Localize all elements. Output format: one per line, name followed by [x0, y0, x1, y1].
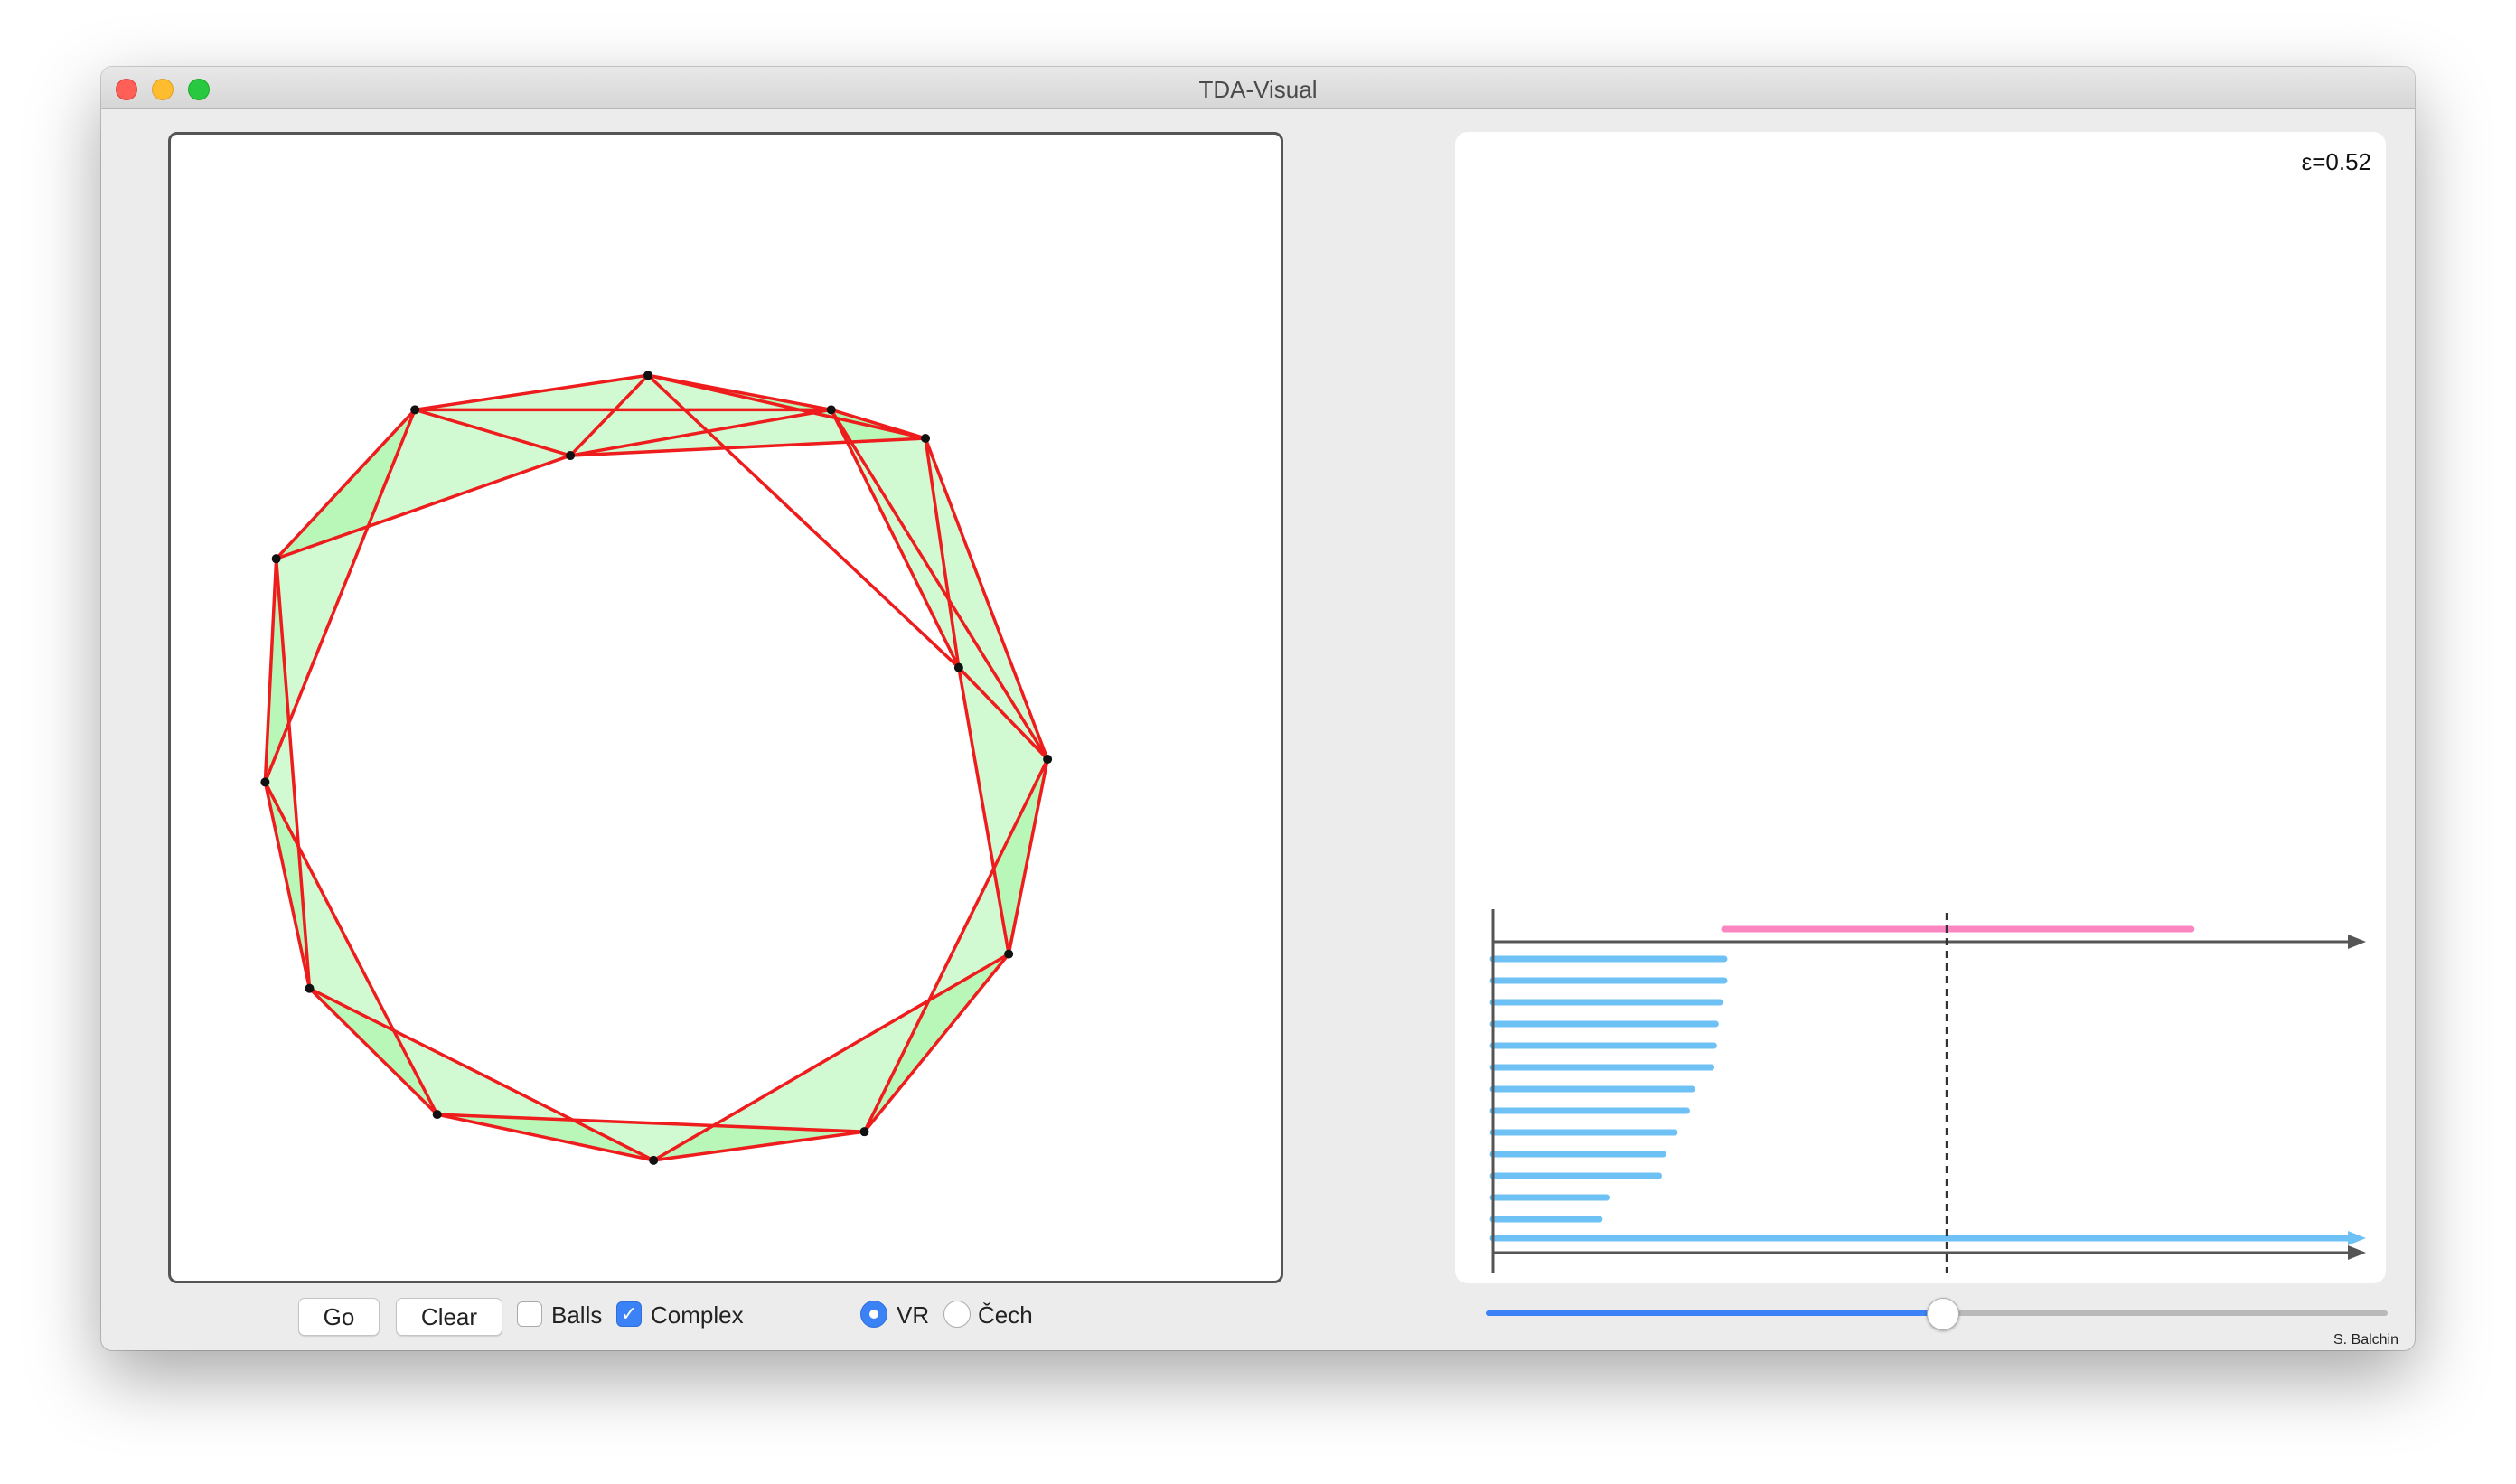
complex-checkbox[interactable]: ✓ — [616, 1301, 642, 1327]
data-point — [432, 1110, 442, 1120]
data-point — [260, 777, 270, 787]
data-point — [859, 1127, 869, 1137]
complex-edge — [652, 953, 1010, 1162]
persistence-barcode — [1489, 909, 2366, 1273]
control-bar: Go Clear Balls ✓ Complex VR Čech — [298, 1298, 1112, 1338]
complex-edge — [924, 437, 961, 668]
complex-edge — [646, 374, 961, 669]
data-point — [1043, 755, 1053, 765]
complex-edge — [568, 374, 650, 457]
barcode-panel: ε=0.52 — [1455, 132, 2386, 1283]
data-point — [921, 434, 931, 444]
clear-button[interactable]: Clear — [396, 1298, 502, 1336]
vr-radio[interactable] — [860, 1301, 887, 1328]
epsilon-slider-thumb[interactable] — [1927, 1298, 1959, 1330]
data-point — [643, 371, 653, 380]
app-window: TDA-Visual ε=0.52 Go Clear Balls ✓ Compl… — [101, 67, 2415, 1350]
complex-edge — [414, 408, 571, 457]
checkmark-icon: ✓ — [620, 1302, 638, 1325]
epsilon-slider-track[interactable] — [1943, 1310, 2388, 1316]
complex-edge — [263, 559, 278, 783]
h0-axis-arrowhead — [2348, 1245, 2366, 1260]
data-point — [826, 405, 836, 415]
complex-edge — [830, 409, 1049, 760]
data-point — [953, 662, 963, 672]
vr-label: VR — [897, 1301, 930, 1329]
complex-edge — [924, 437, 1049, 760]
epsilon-slider-fill[interactable] — [1486, 1310, 1943, 1316]
complex-edge — [862, 758, 1049, 1132]
simplex-triangle — [958, 667, 1048, 954]
data-point — [566, 451, 576, 461]
complex-edge — [569, 437, 926, 457]
data-point — [649, 1155, 659, 1165]
simplex-triangle — [437, 1114, 865, 1160]
complex-edge — [276, 454, 571, 560]
simplex-triangle — [265, 559, 310, 989]
complex-edge — [830, 409, 961, 669]
complex-edge — [263, 409, 417, 784]
complex-edge — [957, 666, 1049, 761]
window-title: TDA-Visual — [1198, 76, 1318, 103]
cech-radio[interactable] — [944, 1301, 971, 1328]
data-point — [410, 405, 420, 415]
complex-edge — [263, 781, 439, 1115]
title-bar: TDA-Visual — [101, 67, 2415, 109]
go-button[interactable]: Go — [298, 1298, 380, 1336]
complex-edge — [1007, 758, 1049, 954]
complex-edge — [274, 559, 312, 989]
complex-label: Complex — [651, 1301, 744, 1329]
complex-edge — [414, 373, 649, 412]
complex-edge — [652, 1130, 865, 1162]
h1-axis-arrowhead — [2348, 935, 2366, 949]
complex-edge — [308, 987, 438, 1116]
complex-edge — [647, 373, 926, 440]
complex-edge — [437, 1113, 654, 1162]
data-point — [271, 554, 281, 564]
zoom-window-icon[interactable] — [188, 79, 210, 100]
complex-edge — [831, 408, 926, 440]
complex-edge — [957, 667, 1010, 954]
complex-edge — [437, 1113, 865, 1133]
data-point — [1004, 949, 1014, 959]
complex-edge — [263, 782, 312, 990]
complex-edge — [569, 408, 831, 457]
complex-edge — [863, 953, 1010, 1133]
simplex-triangle — [570, 375, 831, 456]
balls-label: Balls — [551, 1301, 603, 1329]
close-window-icon[interactable] — [116, 79, 137, 100]
complex-edge — [308, 987, 654, 1162]
simplicial-complex-plot[interactable] — [171, 135, 1281, 1281]
cech-label: Čech — [978, 1301, 1033, 1329]
author-credit: S. Balchin — [2333, 1332, 2399, 1348]
minimize-window-icon[interactable] — [152, 79, 174, 100]
epsilon-readout: ε=0.52 — [2301, 148, 2371, 175]
simplex-triangle — [276, 409, 571, 559]
h0-infinite-arrowhead — [2348, 1231, 2366, 1245]
data-point — [305, 983, 314, 993]
balls-checkbox[interactable] — [517, 1301, 542, 1327]
complex-edge — [275, 409, 417, 560]
point-cloud-canvas[interactable] — [168, 132, 1283, 1283]
